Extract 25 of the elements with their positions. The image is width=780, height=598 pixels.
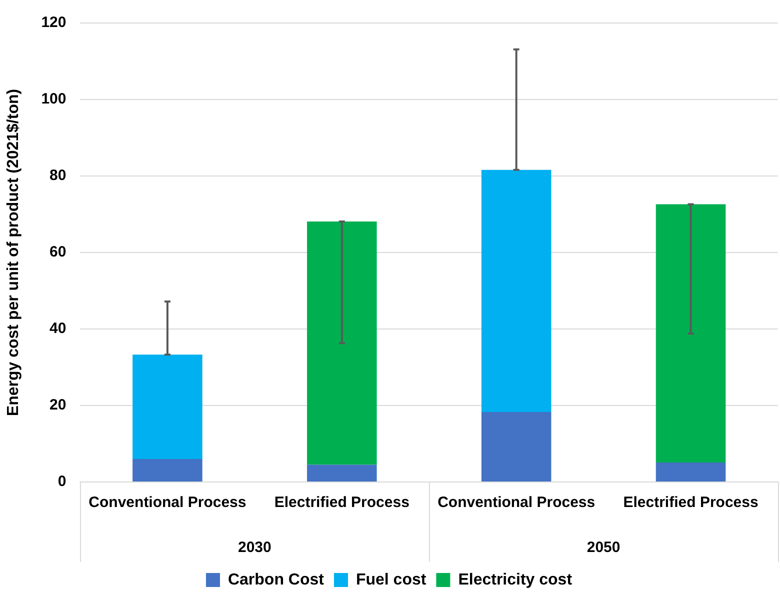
bar bbox=[481, 170, 552, 412]
x-tick-label: Conventional Process bbox=[88, 494, 246, 512]
legend-label: Electricity cost bbox=[458, 571, 573, 588]
bar bbox=[656, 462, 726, 482]
bar bbox=[132, 459, 202, 482]
y-tick-label: 120 bbox=[41, 14, 66, 32]
bar bbox=[656, 204, 726, 462]
legend-label: Fuel cost bbox=[356, 571, 427, 588]
y-tick-label: 60 bbox=[50, 244, 66, 261]
x-tick-label: Electrified Process bbox=[274, 494, 410, 512]
y-tick-label: 40 bbox=[50, 320, 66, 338]
legend-label: Carbon Cost bbox=[228, 571, 325, 588]
y-tick-label: 80 bbox=[50, 167, 66, 184]
bar bbox=[307, 222, 377, 465]
x-tick-label: Electrified Process bbox=[623, 494, 758, 512]
text: 2050 bbox=[586, 539, 620, 556]
y-tick-label: 20 bbox=[50, 396, 66, 414]
text: 2030 bbox=[238, 539, 272, 556]
y-tick-label: 0 bbox=[58, 473, 66, 490]
bar bbox=[132, 354, 202, 460]
bar bbox=[307, 464, 377, 482]
y-tick-label: 100 bbox=[41, 90, 66, 108]
bar bbox=[481, 412, 552, 482]
y-axis-title: Energy cost per unit of product (2021$/ton) bbox=[5, 88, 22, 416]
x-tick-label: Conventional Process bbox=[438, 494, 596, 512]
